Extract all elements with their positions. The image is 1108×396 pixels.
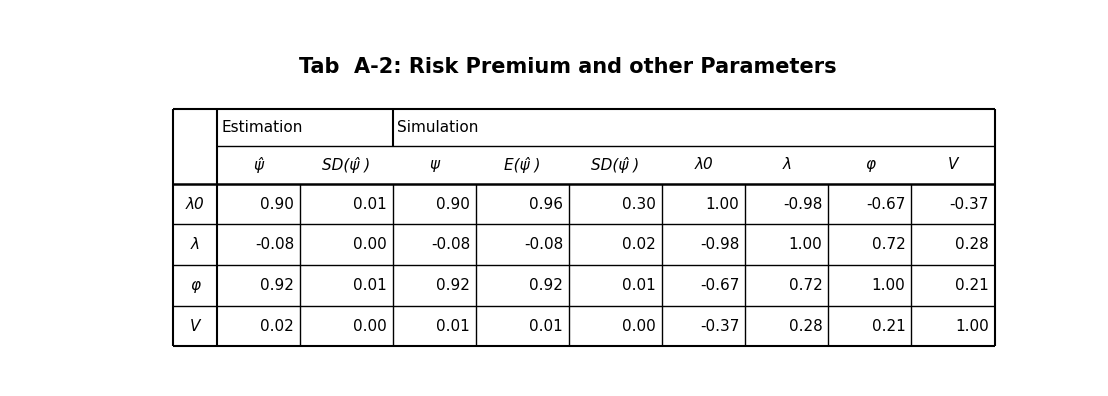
Text: 1.00: 1.00: [706, 197, 739, 211]
Text: 0.02: 0.02: [623, 237, 656, 252]
Text: 0.96: 0.96: [529, 197, 563, 211]
Text: 0.92: 0.92: [530, 278, 563, 293]
Text: -0.67: -0.67: [700, 278, 739, 293]
Text: 1.00: 1.00: [789, 237, 822, 252]
Text: 0.90: 0.90: [260, 197, 294, 211]
Text: -0.98: -0.98: [783, 197, 822, 211]
Text: 0.01: 0.01: [353, 197, 387, 211]
Text: Simulation: Simulation: [398, 120, 479, 135]
Text: -0.67: -0.67: [866, 197, 905, 211]
Text: Tab  A-2: Risk Premium and other Parameters: Tab A-2: Risk Premium and other Paramete…: [299, 57, 837, 77]
Text: 0.21: 0.21: [955, 278, 988, 293]
Text: 0.90: 0.90: [437, 197, 470, 211]
Text: -0.98: -0.98: [700, 237, 739, 252]
Text: -0.08: -0.08: [255, 237, 294, 252]
Text: V: V: [947, 157, 958, 172]
Text: λ0: λ0: [185, 197, 204, 211]
Text: 0.92: 0.92: [437, 278, 470, 293]
Text: 0.00: 0.00: [623, 318, 656, 333]
Text: 0.01: 0.01: [437, 318, 470, 333]
Text: 0.00: 0.00: [353, 318, 387, 333]
Text: λ: λ: [191, 237, 199, 252]
Text: -0.08: -0.08: [524, 237, 563, 252]
Text: λ0: λ0: [695, 157, 712, 172]
Text: φ: φ: [865, 157, 875, 172]
Text: -0.08: -0.08: [431, 237, 470, 252]
Text: V: V: [189, 318, 201, 333]
Text: 0.28: 0.28: [789, 318, 822, 333]
Text: SD(ψ̂ ): SD(ψ̂ ): [322, 157, 370, 173]
Text: 0.21: 0.21: [872, 318, 905, 333]
Text: 0.28: 0.28: [955, 237, 988, 252]
Text: 0.92: 0.92: [260, 278, 294, 293]
Text: -0.37: -0.37: [700, 318, 739, 333]
Text: φ: φ: [189, 278, 199, 293]
Text: 0.01: 0.01: [623, 278, 656, 293]
Text: ψ: ψ: [430, 157, 440, 172]
Text: E(ψ̂ ): E(ψ̂ ): [504, 157, 541, 173]
Text: SD(ψ̂ ): SD(ψ̂ ): [592, 157, 639, 173]
Text: ψ̂: ψ̂: [254, 157, 264, 173]
Text: 0.30: 0.30: [622, 197, 656, 211]
Text: 1.00: 1.00: [872, 278, 905, 293]
Text: 0.01: 0.01: [353, 278, 387, 293]
Text: 0.00: 0.00: [353, 237, 387, 252]
Text: 1.00: 1.00: [955, 318, 988, 333]
Text: 0.72: 0.72: [872, 237, 905, 252]
Text: -0.37: -0.37: [950, 197, 988, 211]
Text: λ: λ: [782, 157, 791, 172]
Text: Estimation: Estimation: [222, 120, 302, 135]
Text: 0.01: 0.01: [530, 318, 563, 333]
Text: 0.72: 0.72: [789, 278, 822, 293]
Text: 0.02: 0.02: [260, 318, 294, 333]
